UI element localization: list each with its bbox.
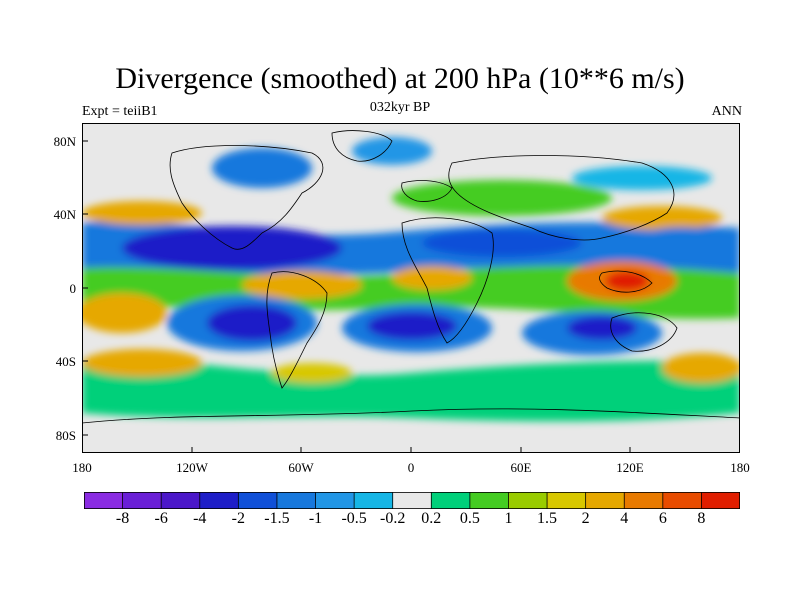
- coast-europe: [401, 180, 453, 202]
- coast-maritime-continent: [599, 270, 653, 293]
- coast-north-america: [169, 145, 324, 250]
- lat-label-40s: 40S: [55, 354, 76, 369]
- coast-africa: [401, 217, 494, 344]
- colorbar-swatch: [469, 492, 509, 509]
- colorbar-label: -4: [193, 510, 207, 527]
- colorbar-swatch: [701, 492, 740, 509]
- colorbar-label: -0.5: [341, 510, 367, 527]
- x-ticks: [191, 447, 631, 453]
- colorbar-swatch: [122, 492, 162, 509]
- field-blob: [605, 271, 649, 291]
- map-plot: [82, 123, 740, 453]
- lat-label-40n: 40N: [53, 207, 76, 222]
- experiment-label: Expt = teiiB1: [82, 104, 158, 119]
- colorbar-label: -0.2: [380, 510, 406, 527]
- colorbar-label: -6: [154, 510, 168, 527]
- field-blob: [352, 137, 432, 165]
- coast-australia: [610, 312, 678, 352]
- coast-greenland: [331, 130, 393, 162]
- coastlines: [82, 130, 740, 424]
- figure-title: Divergence (smoothed) at 200 hPa (10**6 …: [115, 62, 685, 95]
- colorbar-swatch: [161, 492, 201, 509]
- field-blob: [632, 227, 732, 259]
- colorbar-swatch: [392, 492, 432, 509]
- colorbar-label: -2: [231, 510, 245, 527]
- field-blob: [392, 266, 472, 290]
- field-blob: [242, 271, 362, 299]
- time-label: 032kyr BP: [369, 100, 431, 115]
- field-blob: [422, 229, 582, 257]
- colorbar-swatch: [84, 492, 124, 509]
- field-blob: [82, 293, 167, 333]
- colorbar-swatch: [199, 492, 239, 509]
- lon-label-0: 0: [407, 460, 415, 475]
- colorbar: [84, 492, 740, 509]
- colorbar-swatch: [354, 492, 394, 509]
- field-blob: [602, 206, 722, 230]
- coast-asia: [448, 155, 675, 241]
- lat-label-0: 0: [69, 281, 77, 296]
- colorbar-swatch: [662, 492, 702, 509]
- field-blob: [212, 148, 312, 188]
- colorbar-swatch: [276, 492, 317, 509]
- colorbar-label: -1: [308, 510, 323, 527]
- colorbar-frame: [84, 492, 740, 509]
- lon-label-180e: 180: [730, 460, 750, 475]
- colorbar-label: 1: [504, 510, 513, 527]
- field-blob: [207, 305, 297, 341]
- colorbar-swatch: [431, 492, 471, 509]
- colorbar-swatch: [238, 492, 278, 509]
- lon-label-180w: 180: [72, 460, 92, 475]
- field-blob: [567, 316, 637, 340]
- colorbar-swatch: [624, 492, 664, 509]
- lat-label-80s: 80S: [55, 428, 76, 443]
- colorbar-swatch: [508, 492, 548, 509]
- colorbar-label: 4: [620, 510, 629, 527]
- divergence-field: [82, 137, 740, 422]
- colorbar-swatch: [315, 492, 355, 509]
- field-blob: [82, 349, 202, 377]
- field-band-southern-pos: [82, 358, 740, 422]
- lon-label-60e: 60E: [510, 460, 532, 475]
- colorbar-label: -8: [115, 510, 130, 527]
- field-blob: [392, 180, 612, 216]
- colorbar-swatch: [585, 492, 625, 509]
- coast-antarctica: [82, 408, 740, 424]
- coast-south-america: [266, 271, 328, 389]
- lat-label-80n: 80N: [53, 134, 76, 149]
- field-blob: [662, 353, 740, 383]
- colorbar-label: -1.5: [264, 510, 290, 527]
- lon-label-120w: 120W: [176, 460, 208, 475]
- field-blob: [367, 312, 457, 340]
- colorbar-label: 1.5: [537, 510, 558, 527]
- season-label: ANN: [711, 104, 742, 119]
- field-blob: [272, 363, 352, 383]
- field-blob: [82, 201, 202, 225]
- field-blob: [572, 166, 712, 190]
- colorbar-label: 6: [658, 510, 667, 527]
- colorbar-label: 0.2: [421, 510, 442, 527]
- colorbar-swatch: [547, 492, 587, 509]
- lon-label-120e: 120E: [616, 460, 644, 475]
- colorbar-label: 8: [697, 510, 706, 527]
- colorbar-label: 2: [581, 510, 590, 527]
- lon-label-60w: 60W: [288, 460, 314, 475]
- colorbar-label: 0.5: [459, 510, 480, 527]
- y-ticks: [82, 140, 88, 436]
